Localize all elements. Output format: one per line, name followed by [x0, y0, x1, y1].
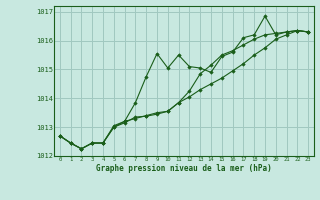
X-axis label: Graphe pression niveau de la mer (hPa): Graphe pression niveau de la mer (hPa): [96, 164, 272, 173]
